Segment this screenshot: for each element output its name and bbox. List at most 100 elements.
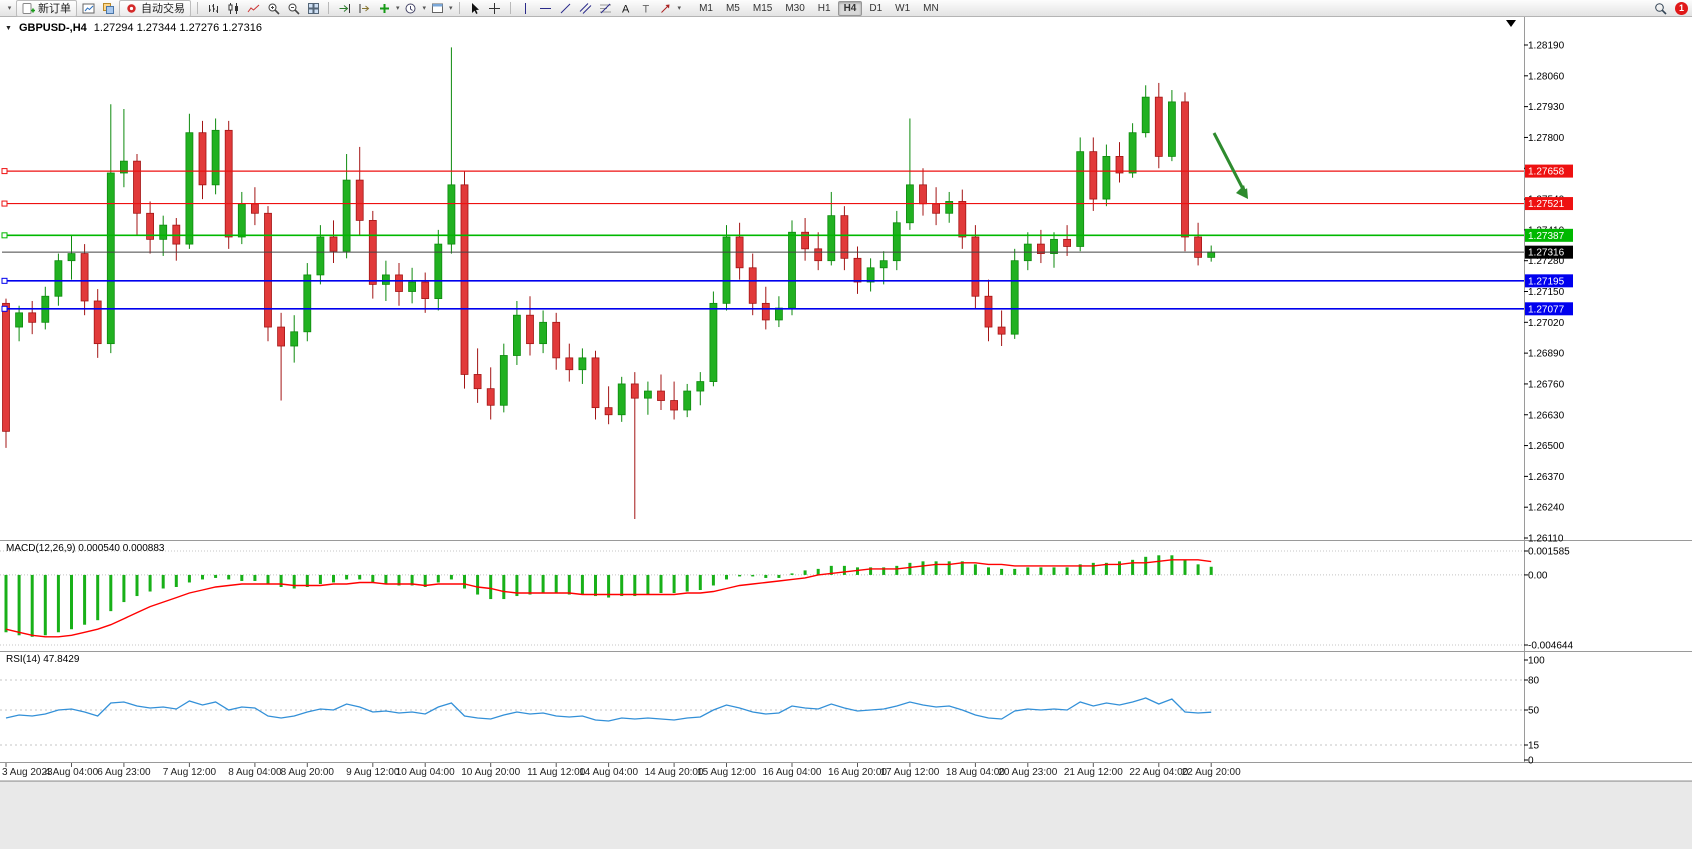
price-axis[interactable]: 1.281901.280601.279301.278001.276701.275… xyxy=(1524,41,1573,545)
timeframe-m5[interactable]: M5 xyxy=(720,1,746,16)
svg-text:11 Aug 12:00: 11 Aug 12:00 xyxy=(527,767,586,778)
svg-text:1.27658: 1.27658 xyxy=(1528,167,1565,178)
candlestick-chart-icon[interactable] xyxy=(224,1,242,16)
arrows-caret-icon[interactable]: ▾ xyxy=(677,5,682,12)
autotrading-button[interactable]: 自动交易 xyxy=(119,0,191,17)
new-order-label: 新订单 xyxy=(38,3,71,15)
macd-indicator-label: MACD(12,26,9) 0.000540 0.000883 xyxy=(6,543,165,554)
svg-text:T: T xyxy=(643,3,650,15)
templates-icon[interactable] xyxy=(428,1,446,16)
svg-text:1.27077: 1.27077 xyxy=(1528,304,1565,315)
svg-text:8 Aug 04:00: 8 Aug 04:00 xyxy=(228,767,282,778)
svg-text:8 Aug 20:00: 8 Aug 20:00 xyxy=(281,767,335,778)
svg-text:1.27316: 1.27316 xyxy=(1528,248,1565,259)
toolbar-right: 1 xyxy=(1651,1,1688,16)
channel-tool-icon[interactable] xyxy=(577,1,595,16)
chart-header: ▼ GBPUSD-,H4 1.27294 1.27344 1.27276 1.2… xyxy=(5,22,262,34)
horizontal-line-objects[interactable] xyxy=(1,168,1524,312)
svg-text:80: 80 xyxy=(1528,676,1540,687)
cursor-icon[interactable] xyxy=(466,1,484,16)
horizontal-line-tool-icon[interactable] xyxy=(537,1,555,16)
macd-panel: 0.001585 0.00 -0.004644 xyxy=(0,547,1573,652)
svg-text:1.27150: 1.27150 xyxy=(1528,287,1565,298)
trendline-tool-icon[interactable] xyxy=(557,1,575,16)
svg-text:16 Aug 20:00: 16 Aug 20:00 xyxy=(828,767,887,778)
svg-text:14 Aug 04:00: 14 Aug 04:00 xyxy=(579,767,638,778)
svg-text:100: 100 xyxy=(1528,656,1545,667)
svg-text:20 Aug 23:00: 20 Aug 23:00 xyxy=(998,767,1057,778)
svg-text:0.00: 0.00 xyxy=(1528,570,1548,581)
crosshair-icon[interactable] xyxy=(486,1,504,16)
svg-text:0: 0 xyxy=(1528,756,1534,767)
svg-text:-0.004644: -0.004644 xyxy=(1528,641,1573,652)
arrow-annotation[interactable] xyxy=(1212,132,1248,199)
templates-caret-icon[interactable]: ▾ xyxy=(449,5,453,12)
svg-text:1.27930: 1.27930 xyxy=(1528,102,1565,113)
chart-canvas[interactable]: 1.281901.280601.279301.278001.276701.275… xyxy=(0,17,1692,781)
timeframe-h1[interactable]: H1 xyxy=(812,1,837,16)
toolbar-separator xyxy=(458,2,460,14)
svg-text:50: 50 xyxy=(1528,706,1540,717)
svg-text:1.27195: 1.27195 xyxy=(1528,276,1565,287)
auto-scroll-icon[interactable] xyxy=(335,1,353,16)
toolbar: ▾ 新订单 自动交易 ▾ ▾ ▾ A xyxy=(0,0,1692,17)
new-order-button[interactable]: 新订单 xyxy=(16,0,77,17)
zoom-out-icon[interactable] xyxy=(284,1,302,16)
timeframe-m30[interactable]: M30 xyxy=(779,1,810,16)
timeframe-h4[interactable]: H4 xyxy=(837,0,863,16)
timeframe-group: M1 M5 M15 M30 H1 H4 D1 W1 MN xyxy=(693,0,945,16)
notification-badge[interactable]: 1 xyxy=(1675,1,1688,15)
svg-text:4 Aug 04:00: 4 Aug 04:00 xyxy=(45,767,99,778)
search-icon[interactable] xyxy=(1651,1,1669,16)
chart-window[interactable]: ▼ GBPUSD-,H4 1.27294 1.27344 1.27276 1.2… xyxy=(0,17,1692,781)
autotrading-icon xyxy=(127,3,136,13)
svg-text:16 Aug 04:00: 16 Aug 04:00 xyxy=(763,767,822,778)
svg-text:1.27800: 1.27800 xyxy=(1528,133,1565,144)
zoom-in-icon[interactable] xyxy=(264,1,282,16)
bar-chart-icon[interactable] xyxy=(204,1,222,16)
charts-icon[interactable] xyxy=(79,1,97,16)
periods-clock-icon[interactable] xyxy=(402,1,420,16)
new-order-icon xyxy=(22,2,35,14)
svg-text:1.27387: 1.27387 xyxy=(1528,231,1565,242)
timeframe-mn[interactable]: MN xyxy=(917,1,945,16)
fibonacci-tool-icon[interactable] xyxy=(597,1,615,16)
svg-text:10 Aug 04:00: 10 Aug 04:00 xyxy=(396,767,455,778)
chart-shift-icon[interactable] xyxy=(355,1,373,16)
svg-text:21 Aug 12:00: 21 Aug 12:00 xyxy=(1064,767,1123,778)
label-tool-icon[interactable]: T xyxy=(637,1,655,16)
svg-text:1.26890: 1.26890 xyxy=(1528,349,1565,360)
arrows-tool-icon[interactable] xyxy=(657,1,675,16)
timeframe-d1[interactable]: D1 xyxy=(863,1,888,16)
timeframe-w1[interactable]: W1 xyxy=(889,1,916,16)
svg-text:1.27020: 1.27020 xyxy=(1528,318,1565,329)
svg-text:22 Aug 04:00: 22 Aug 04:00 xyxy=(1129,767,1188,778)
toolbar-separator xyxy=(509,2,511,14)
text-tool-icon[interactable]: A xyxy=(617,1,635,16)
scroll-to-end-marker[interactable] xyxy=(1506,20,1516,27)
svg-text:A: A xyxy=(622,3,630,15)
svg-text:14 Aug 20:00: 14 Aug 20:00 xyxy=(645,767,704,778)
indicators-icon[interactable] xyxy=(375,1,393,16)
tile-windows-icon[interactable] xyxy=(304,1,322,16)
timeframe-m15[interactable]: M15 xyxy=(747,1,778,16)
svg-text:15 Aug 12:00: 15 Aug 12:00 xyxy=(697,767,756,778)
svg-text:1.26110: 1.26110 xyxy=(1528,534,1564,545)
chart-collapse-icon[interactable]: ▼ xyxy=(5,24,12,32)
vertical-line-tool-icon[interactable] xyxy=(517,1,535,16)
svg-text:1.27280: 1.27280 xyxy=(1528,256,1565,267)
svg-text:1.26630: 1.26630 xyxy=(1528,410,1565,421)
svg-text:22 Aug 20:00: 22 Aug 20:00 xyxy=(1182,767,1241,778)
toolbar-separator xyxy=(328,2,329,14)
menu-caret-icon[interactable]: ▾ xyxy=(7,5,12,12)
indicators-caret-icon[interactable]: ▾ xyxy=(396,5,400,12)
autotrading-label: 自动交易 xyxy=(141,3,185,15)
line-chart-icon[interactable] xyxy=(244,1,262,16)
svg-text:15: 15 xyxy=(1528,741,1540,752)
svg-text:6 Aug 23:00: 6 Aug 23:00 xyxy=(97,767,151,778)
timeframe-m1[interactable]: M1 xyxy=(693,1,719,16)
profiles-icon[interactable] xyxy=(99,1,117,16)
periods-caret-icon[interactable]: ▾ xyxy=(422,5,427,12)
